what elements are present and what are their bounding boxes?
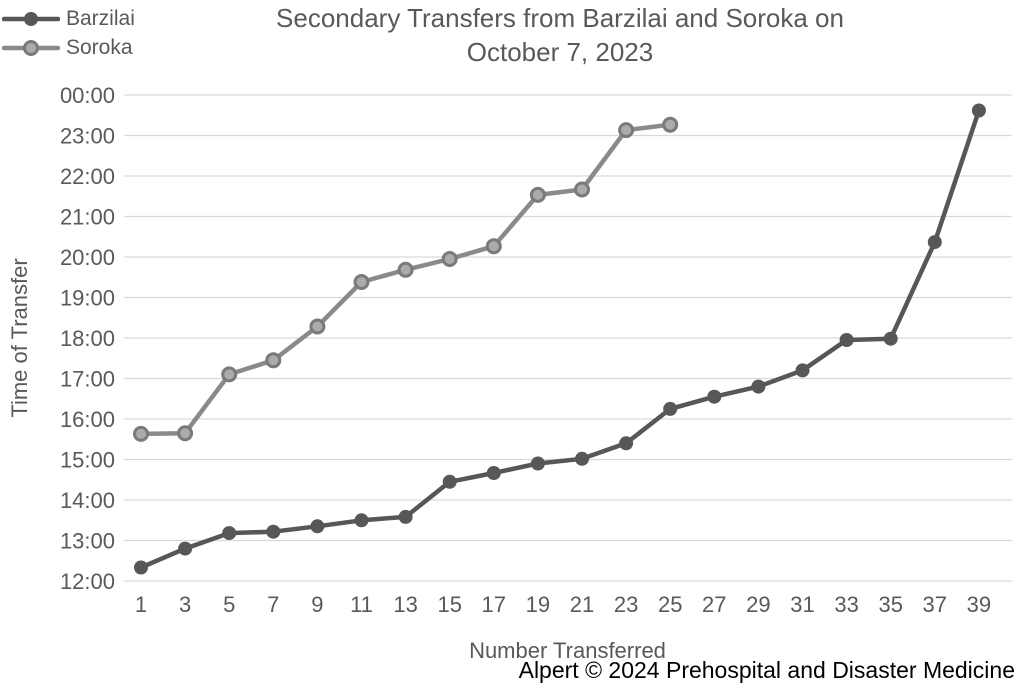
barzilai-data-point	[134, 560, 148, 575]
y-tick-label: 16:00	[60, 407, 115, 432]
barzilai-data-point	[619, 436, 634, 451]
x-tick-label: 3	[179, 592, 191, 617]
barzilai-data-point	[927, 235, 942, 250]
y-tick-label: 18:00	[60, 326, 115, 351]
soroka-legend-swatch-icon	[2, 40, 60, 56]
y-tick-label: 22:00	[60, 164, 115, 189]
soroka-data-point	[441, 251, 458, 267]
y-tick-label: 14:00	[60, 488, 115, 513]
soroka-data-point	[574, 181, 590, 198]
soroka-data-point	[397, 261, 414, 278]
y-tick-label: 20:00	[60, 245, 115, 270]
soroka-data-point	[309, 318, 326, 335]
soroka-data-point	[177, 425, 194, 442]
barzilai-data-point	[839, 333, 854, 347]
barzilai-data-point	[442, 474, 457, 489]
x-tick-label: 13	[393, 592, 417, 617]
barzilai-data-point	[707, 389, 722, 404]
soroka-data-point	[221, 366, 238, 383]
barzilai-data-point	[222, 526, 237, 541]
barzilai-data-point	[178, 541, 193, 556]
chart-title-line-2: October 7, 2023	[466, 37, 654, 67]
x-tick-label: 21	[570, 592, 594, 617]
x-tick-label: 33	[834, 592, 858, 617]
legend-item-soroka: Soroka	[2, 35, 135, 61]
x-tick-label: 9	[311, 592, 323, 617]
x-tick-label: 19	[526, 592, 550, 617]
soroka-data-point	[662, 116, 679, 133]
soroka-line	[138, 122, 673, 437]
barzilai-data-point	[575, 451, 589, 466]
x-tick-label: 17	[482, 592, 506, 617]
soroka-data-point	[353, 274, 370, 290]
barzilai-data-point	[398, 509, 413, 524]
legend-marker	[23, 40, 39, 56]
y-tick-label: 00:00	[60, 83, 115, 108]
x-tick-label: 7	[267, 592, 279, 617]
barzilai-legend-swatch-icon	[2, 12, 60, 26]
y-tick-label: 19:00	[60, 286, 115, 311]
barzilai-data-point	[795, 363, 810, 378]
barzilai-data-point	[486, 466, 501, 480]
legend-label-barzilai: Barzilai	[66, 7, 135, 30]
chart-title-line-1: Secondary Transfers from Barzilai and So…	[276, 3, 844, 33]
barzilai-data-point	[751, 379, 766, 394]
x-tick-label: 15	[437, 592, 461, 617]
legend-marker	[24, 12, 38, 26]
y-tick-label: 15:00	[60, 448, 115, 473]
barzilai-line	[138, 108, 982, 570]
y-tick-label: 23:00	[60, 124, 115, 149]
soroka-data-point	[618, 122, 635, 139]
x-tick-label: 29	[746, 592, 770, 617]
x-tick-label: 23	[614, 592, 638, 617]
x-tick-label: 5	[223, 592, 235, 617]
soroka-data-point	[133, 425, 149, 442]
barzilai-data-point	[266, 524, 281, 539]
y-tick-label: 17:00	[60, 367, 115, 392]
x-axis-title: Number Transferred	[469, 638, 666, 663]
barzilai-data-point	[354, 513, 369, 528]
x-tick-label: 39	[967, 592, 991, 617]
x-tick-label: 27	[702, 592, 726, 617]
soroka-data-point	[529, 186, 546, 203]
y-tick-label: 12:00	[60, 569, 115, 594]
barzilai-data-point	[883, 331, 898, 346]
barzilai-data-point	[530, 456, 545, 471]
x-tick-label: 25	[658, 592, 682, 617]
soroka-data-point	[485, 238, 502, 255]
y-tick-label: 21:00	[60, 205, 115, 230]
x-tick-label: 35	[878, 592, 902, 617]
legend-item-barzilai: Barzilai	[2, 6, 135, 32]
credit-text: Alpert © 2024 Prehospital and Disaster M…	[518, 657, 1015, 683]
y-tick-label: 13:00	[60, 529, 115, 554]
barzilai-data-point	[663, 401, 678, 416]
barzilai-data-point	[310, 519, 325, 534]
chart-title: Secondary Transfers from Barzilai and So…	[130, 1, 990, 69]
x-tick-label: 11	[350, 592, 373, 617]
soroka-data-point	[265, 352, 282, 369]
x-tick-label: 1	[135, 592, 147, 617]
x-tick-label: 31	[790, 592, 814, 617]
legend: Barzilai Soroka	[2, 6, 135, 64]
barzilai-data-point	[971, 103, 986, 118]
x-tick-label: 37	[923, 592, 947, 617]
legend-label-soroka: Soroka	[66, 36, 133, 59]
